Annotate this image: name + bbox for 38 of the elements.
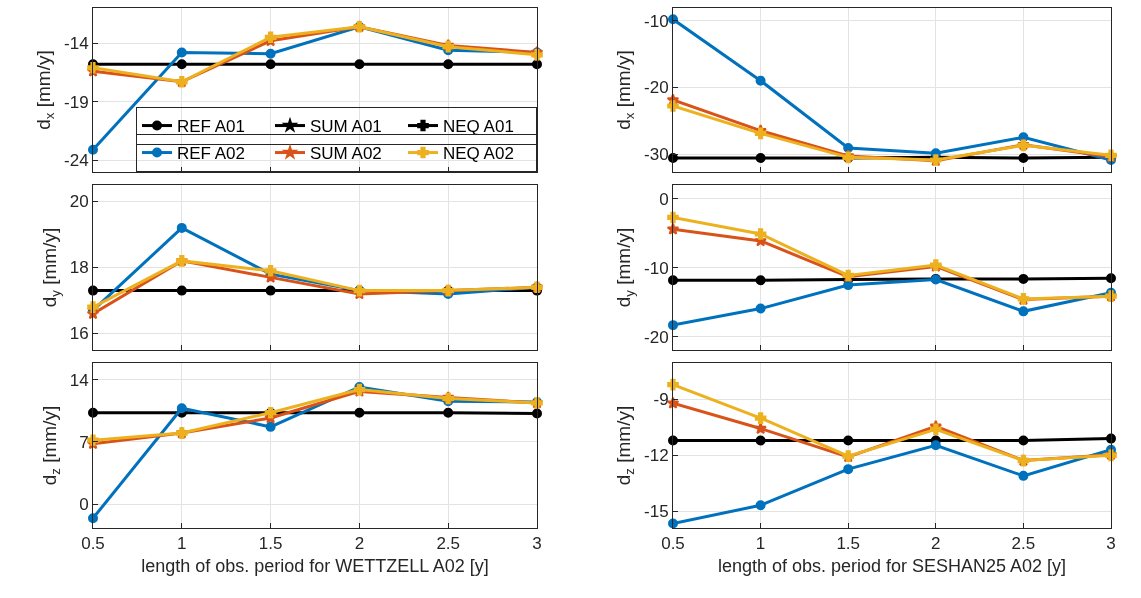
- x-tick-label: 1.5: [258, 534, 283, 554]
- legend-label: REF A02: [177, 144, 246, 164]
- x-tick-label: 2.5: [1011, 534, 1036, 554]
- y-tick-label: -9: [653, 390, 669, 410]
- x-tick-label: 3: [532, 534, 542, 554]
- y-tick-label: -24: [64, 151, 89, 171]
- y-tick-label: 0: [659, 189, 669, 209]
- y-tick-label: -30: [644, 144, 669, 164]
- y-tick-label: -14: [64, 34, 89, 54]
- x-tick-label: 2.5: [436, 534, 461, 554]
- y-tick-label: 16: [69, 324, 89, 344]
- y-tick-label: 0: [79, 495, 89, 514]
- y-tick-label: -10: [644, 258, 669, 278]
- y-tick-label: 7: [79, 432, 89, 452]
- legend-label: NEQ A02: [443, 144, 514, 164]
- y-tick-label: 20: [69, 192, 89, 212]
- x-tick-label: 2: [931, 534, 941, 554]
- x-axis-title: length of obs. period for WETTZELL A02 [y]: [141, 555, 489, 576]
- y-tick-label: -10: [644, 11, 669, 31]
- y-tick-label: -12: [644, 446, 669, 466]
- y-tick-label: 14: [69, 370, 89, 390]
- x-tick-label: 0.5: [81, 534, 105, 554]
- x-axis-title: length of obs. period for SESHAN25 A02 [y]: [717, 555, 1067, 576]
- x-tick-label: 3: [1106, 534, 1116, 554]
- x-tick-label: 1.5: [836, 534, 861, 554]
- legend-label: SUM A02: [310, 144, 382, 164]
- x-tick-label: 0.5: [661, 534, 685, 554]
- x-tick-label: 1: [755, 534, 766, 554]
- y-tick-label: 18: [69, 258, 89, 278]
- legend-label: REF A01: [177, 117, 246, 137]
- legend-label: NEQ A01: [443, 117, 514, 137]
- y-tick-label: -15: [644, 502, 669, 522]
- x-tick-label: 2: [354, 534, 365, 554]
- y-tick-label: -19: [64, 92, 89, 112]
- x-tick-label: 1: [177, 534, 187, 554]
- y-tick-label: -20: [644, 78, 669, 98]
- legend-label: SUM A01: [310, 117, 382, 137]
- y-tick-label: -20: [644, 327, 669, 347]
